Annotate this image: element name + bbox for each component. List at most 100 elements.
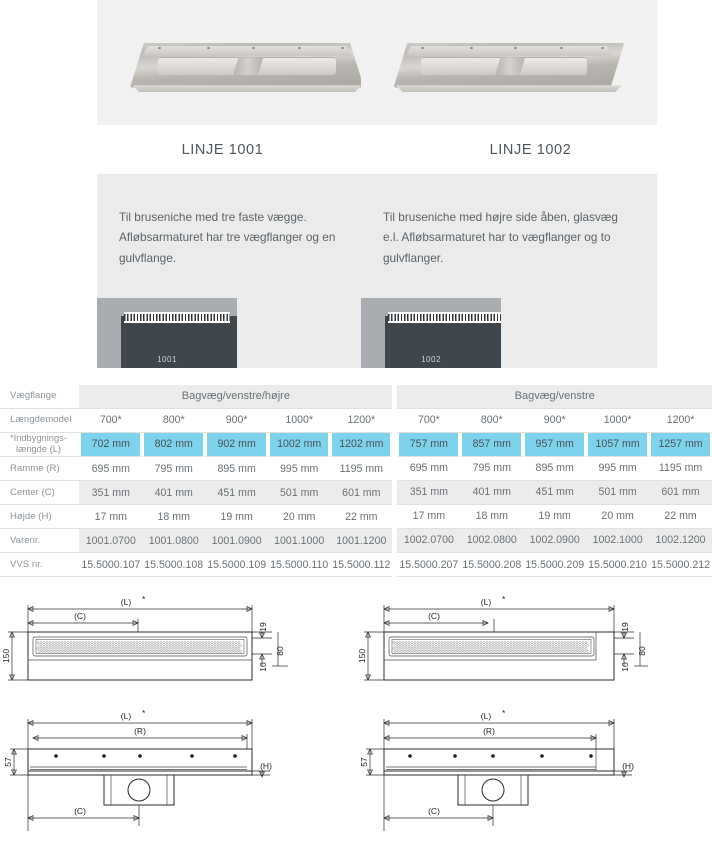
cell: 800* — [460, 408, 524, 433]
cell: 900* — [523, 408, 587, 433]
dim-width-150: 150 — [1, 649, 11, 663]
cell: 1002.1000 — [586, 528, 650, 553]
table-row-ramme: 695 mm 795 mm 895 mm 995 mm 1195 mm — [397, 456, 712, 481]
table-row-indbygningslaengde: 757 mm 857 mm 957 mm 1057 mm 1257 mm — [397, 432, 712, 457]
cell: 451 mm — [205, 481, 269, 506]
drawing-column-1001: (L) * (C) 150 — [0, 591, 356, 836]
cell: 1200* — [330, 408, 393, 433]
cell: 1001.1200 — [330, 529, 393, 554]
dim-19: 19 — [620, 622, 630, 632]
dim-19: 19 — [258, 622, 268, 632]
product-column-1001: LINJE 1001 Til bruseniche med tre faste … — [0, 0, 397, 368]
drain-illustration — [393, 42, 625, 93]
installation-diagram-1001: 1001 — [97, 297, 237, 368]
description-text: Til bruseniche med højre side åben, glas… — [383, 210, 618, 265]
cell: 895 mm — [205, 457, 269, 482]
row-label-vaegflange: Vægflange — [0, 385, 80, 409]
dim-height-label: (H) — [260, 761, 272, 771]
cell: 1002.0800 — [460, 528, 524, 553]
cell: 1200* — [649, 408, 712, 433]
dim-length-asterisk: * — [142, 708, 146, 718]
cell-highlight: 1202 mm — [330, 432, 393, 458]
row-label-hoejde: Højde (H) — [0, 505, 80, 530]
dim-80: 80 — [275, 646, 285, 656]
row-label-indbygningslaengde: *Indbygnings-længde (L) — [0, 432, 80, 458]
specification-tables: Vægflange Bagvæg/venstre/højre Længdemod… — [0, 384, 712, 578]
cell: 401 mm — [460, 480, 524, 505]
installation-label-1002: 1002 — [421, 354, 441, 364]
installation-label-1001: 1001 — [157, 354, 177, 364]
table-row-indbygningslaengde: *Indbygnings-længde (L) 702 mm 802 mm 90… — [0, 432, 393, 458]
cell: 17 mm — [79, 505, 143, 530]
drawing-top-view-1001: (L) * (C) 150 — [1, 594, 288, 681]
cell: 501 mm — [268, 481, 331, 506]
product-title-1002: LINJE 1002 — [489, 142, 572, 158]
table-row-vvsnr: 15.5000.207 15.5000.208 15.5000.209 15.5… — [397, 552, 712, 578]
label-line-1: *Indbygnings- — [10, 432, 67, 443]
cell: 1001.0700 — [79, 529, 143, 554]
cell: 895 mm — [523, 456, 587, 481]
product-photo-1001 — [97, 0, 397, 125]
cell: 15.5000.209 — [523, 552, 587, 578]
cell-highlight: 1057 mm — [586, 432, 650, 457]
spec-table-1001: Vægflange Bagvæg/venstre/højre Længdemod… — [0, 384, 393, 578]
installation-diagram-wrap-1001: 1001 — [97, 297, 397, 368]
cell: 795 mm — [460, 456, 524, 481]
cell: 351 mm — [79, 481, 143, 506]
dim-length-asterisk: * — [502, 708, 506, 718]
cell-highlight: 757 mm — [397, 432, 461, 457]
group-header-1001: Bagvæg/venstre/højre — [79, 384, 393, 409]
cell: 700* — [397, 408, 461, 433]
table-row-laengdemodel: Længdemodel 700* 800* 900* 1000* 1200* — [0, 408, 393, 433]
row-label-center: Center (C) — [0, 481, 80, 506]
cell: 1001.0900 — [205, 529, 269, 554]
cell: 15.5000.109 — [205, 553, 269, 578]
cell: 15.5000.210 — [586, 552, 650, 578]
row-label-laengdemodel: Længdemodel — [0, 408, 80, 433]
product-description-1002: Til bruseniche med højre side åben, glas… — [361, 174, 657, 298]
cell: 1001.0800 — [142, 529, 206, 554]
dim-center-label: (C) — [74, 611, 86, 621]
table-row-laengdemodel: 700* 800* 900* 1000* 1200* — [397, 408, 712, 433]
dim-frame-label: (R) — [483, 726, 495, 736]
dim-height-57: 57 — [359, 757, 369, 767]
cell: 695 mm — [397, 456, 461, 481]
spec-table-1002: Bagvæg/venstre 700* 800* 900* 1000* 1200… — [397, 384, 712, 578]
dim-height-label: (H) — [622, 761, 634, 771]
cell-highlight: 1257 mm — [649, 432, 712, 457]
cell: 1002.0700 — [397, 528, 461, 553]
label-line-2: længde (L) — [16, 444, 61, 455]
cell: 1195 mm — [649, 456, 712, 481]
dim-length-label: (L) — [121, 597, 132, 607]
row-label-vvsnr: VVS nr. — [0, 553, 80, 578]
cell-highlight: 902 mm — [205, 432, 269, 458]
table-row-center: Center (C) 351 mm 401 mm 451 mm 501 mm 6… — [0, 481, 393, 506]
table-row-vvsnr: VVS nr. 15.5000.107 15.5000.108 15.5000.… — [0, 553, 393, 578]
cell: 22 mm — [330, 505, 393, 530]
cell: 1002.1200 — [649, 528, 712, 553]
cell: 18 mm — [142, 505, 206, 530]
dim-length-asterisk: * — [142, 594, 146, 604]
cell: 15.5000.112 — [330, 553, 393, 578]
cell: 795 mm — [142, 457, 206, 482]
dim-center-label: (C) — [74, 806, 86, 816]
cell: 15.5000.207 — [397, 552, 461, 578]
grate-icon — [387, 311, 501, 324]
dim-width-150: 150 — [357, 649, 367, 663]
cell: 1000* — [268, 408, 331, 433]
cell: 19 mm — [523, 504, 587, 529]
drain-illustration — [130, 42, 364, 93]
dim-center-label: (C) — [428, 806, 440, 816]
cell: 695 mm — [79, 457, 143, 482]
cell: 15.5000.208 — [460, 552, 524, 578]
cell: 401 mm — [142, 481, 206, 506]
cell: 18 mm — [460, 504, 524, 529]
drawing-side-view-1001: (L) * (R) — [3, 708, 272, 832]
dim-center-label: (C) — [428, 611, 440, 621]
table-row-varenr: 1002.0700 1002.0800 1002.0900 1002.1000 … — [397, 528, 712, 553]
table-row-vaegflange: Vægflange Bagvæg/venstre/højre — [0, 384, 393, 409]
cell: 15.5000.212 — [649, 552, 712, 578]
cell: 15.5000.110 — [268, 553, 331, 578]
cell: 1000* — [586, 408, 650, 433]
dim-length-asterisk: * — [502, 594, 506, 604]
